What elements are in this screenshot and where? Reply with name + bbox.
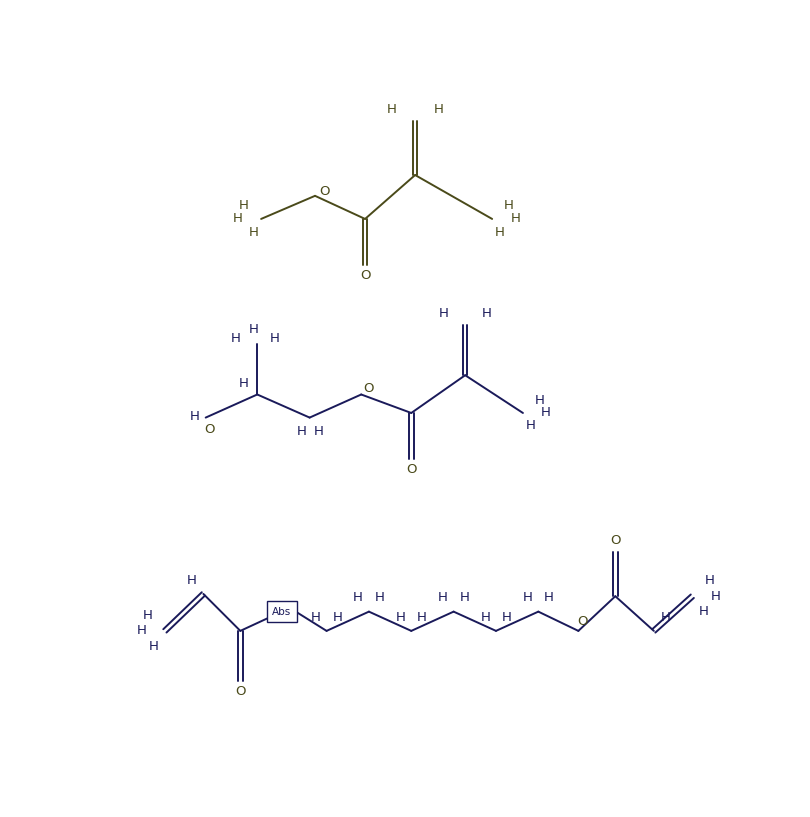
Text: H: H — [502, 610, 512, 623]
Text: O: O — [577, 615, 587, 628]
Text: H: H — [710, 590, 720, 603]
Text: H: H — [660, 610, 671, 623]
Text: H: H — [148, 640, 158, 653]
Text: H: H — [314, 425, 324, 438]
Text: H: H — [544, 592, 554, 605]
Text: H: H — [705, 574, 714, 587]
Text: O: O — [406, 463, 416, 476]
Text: H: H — [239, 199, 249, 212]
Text: H: H — [137, 624, 147, 637]
Text: H: H — [353, 592, 363, 605]
Text: H: H — [143, 609, 153, 622]
Text: H: H — [535, 394, 545, 407]
Text: H: H — [504, 199, 514, 212]
Text: O: O — [610, 534, 620, 547]
Text: H: H — [417, 610, 427, 623]
Text: H: H — [238, 377, 249, 391]
Text: H: H — [510, 212, 520, 225]
Text: H: H — [459, 592, 469, 605]
Text: H: H — [495, 226, 505, 239]
Text: H: H — [269, 332, 279, 345]
Text: H: H — [433, 103, 443, 116]
Text: O: O — [364, 382, 374, 395]
Text: O: O — [204, 422, 215, 435]
Text: H: H — [249, 226, 258, 239]
Text: H: H — [375, 592, 385, 605]
Text: H: H — [526, 419, 535, 432]
Text: H: H — [187, 574, 197, 587]
Text: H: H — [233, 212, 243, 225]
Text: H: H — [190, 409, 200, 422]
Text: H: H — [387, 103, 397, 116]
Text: H: H — [439, 307, 449, 320]
Text: H: H — [395, 610, 406, 623]
FancyBboxPatch shape — [267, 600, 296, 623]
Text: O: O — [319, 185, 330, 199]
Text: H: H — [311, 610, 321, 623]
Text: H: H — [541, 407, 551, 419]
Text: H: H — [480, 610, 490, 623]
Text: O: O — [235, 685, 245, 699]
Text: H: H — [297, 425, 307, 438]
Text: H: H — [249, 323, 258, 336]
Text: H: H — [231, 332, 241, 345]
Text: H: H — [332, 610, 343, 623]
Text: Abs: Abs — [272, 607, 292, 617]
Text: H: H — [438, 592, 448, 605]
Text: H: H — [522, 592, 532, 605]
Text: H: H — [699, 605, 709, 618]
Text: H: H — [482, 307, 492, 320]
Text: O: O — [360, 270, 370, 283]
